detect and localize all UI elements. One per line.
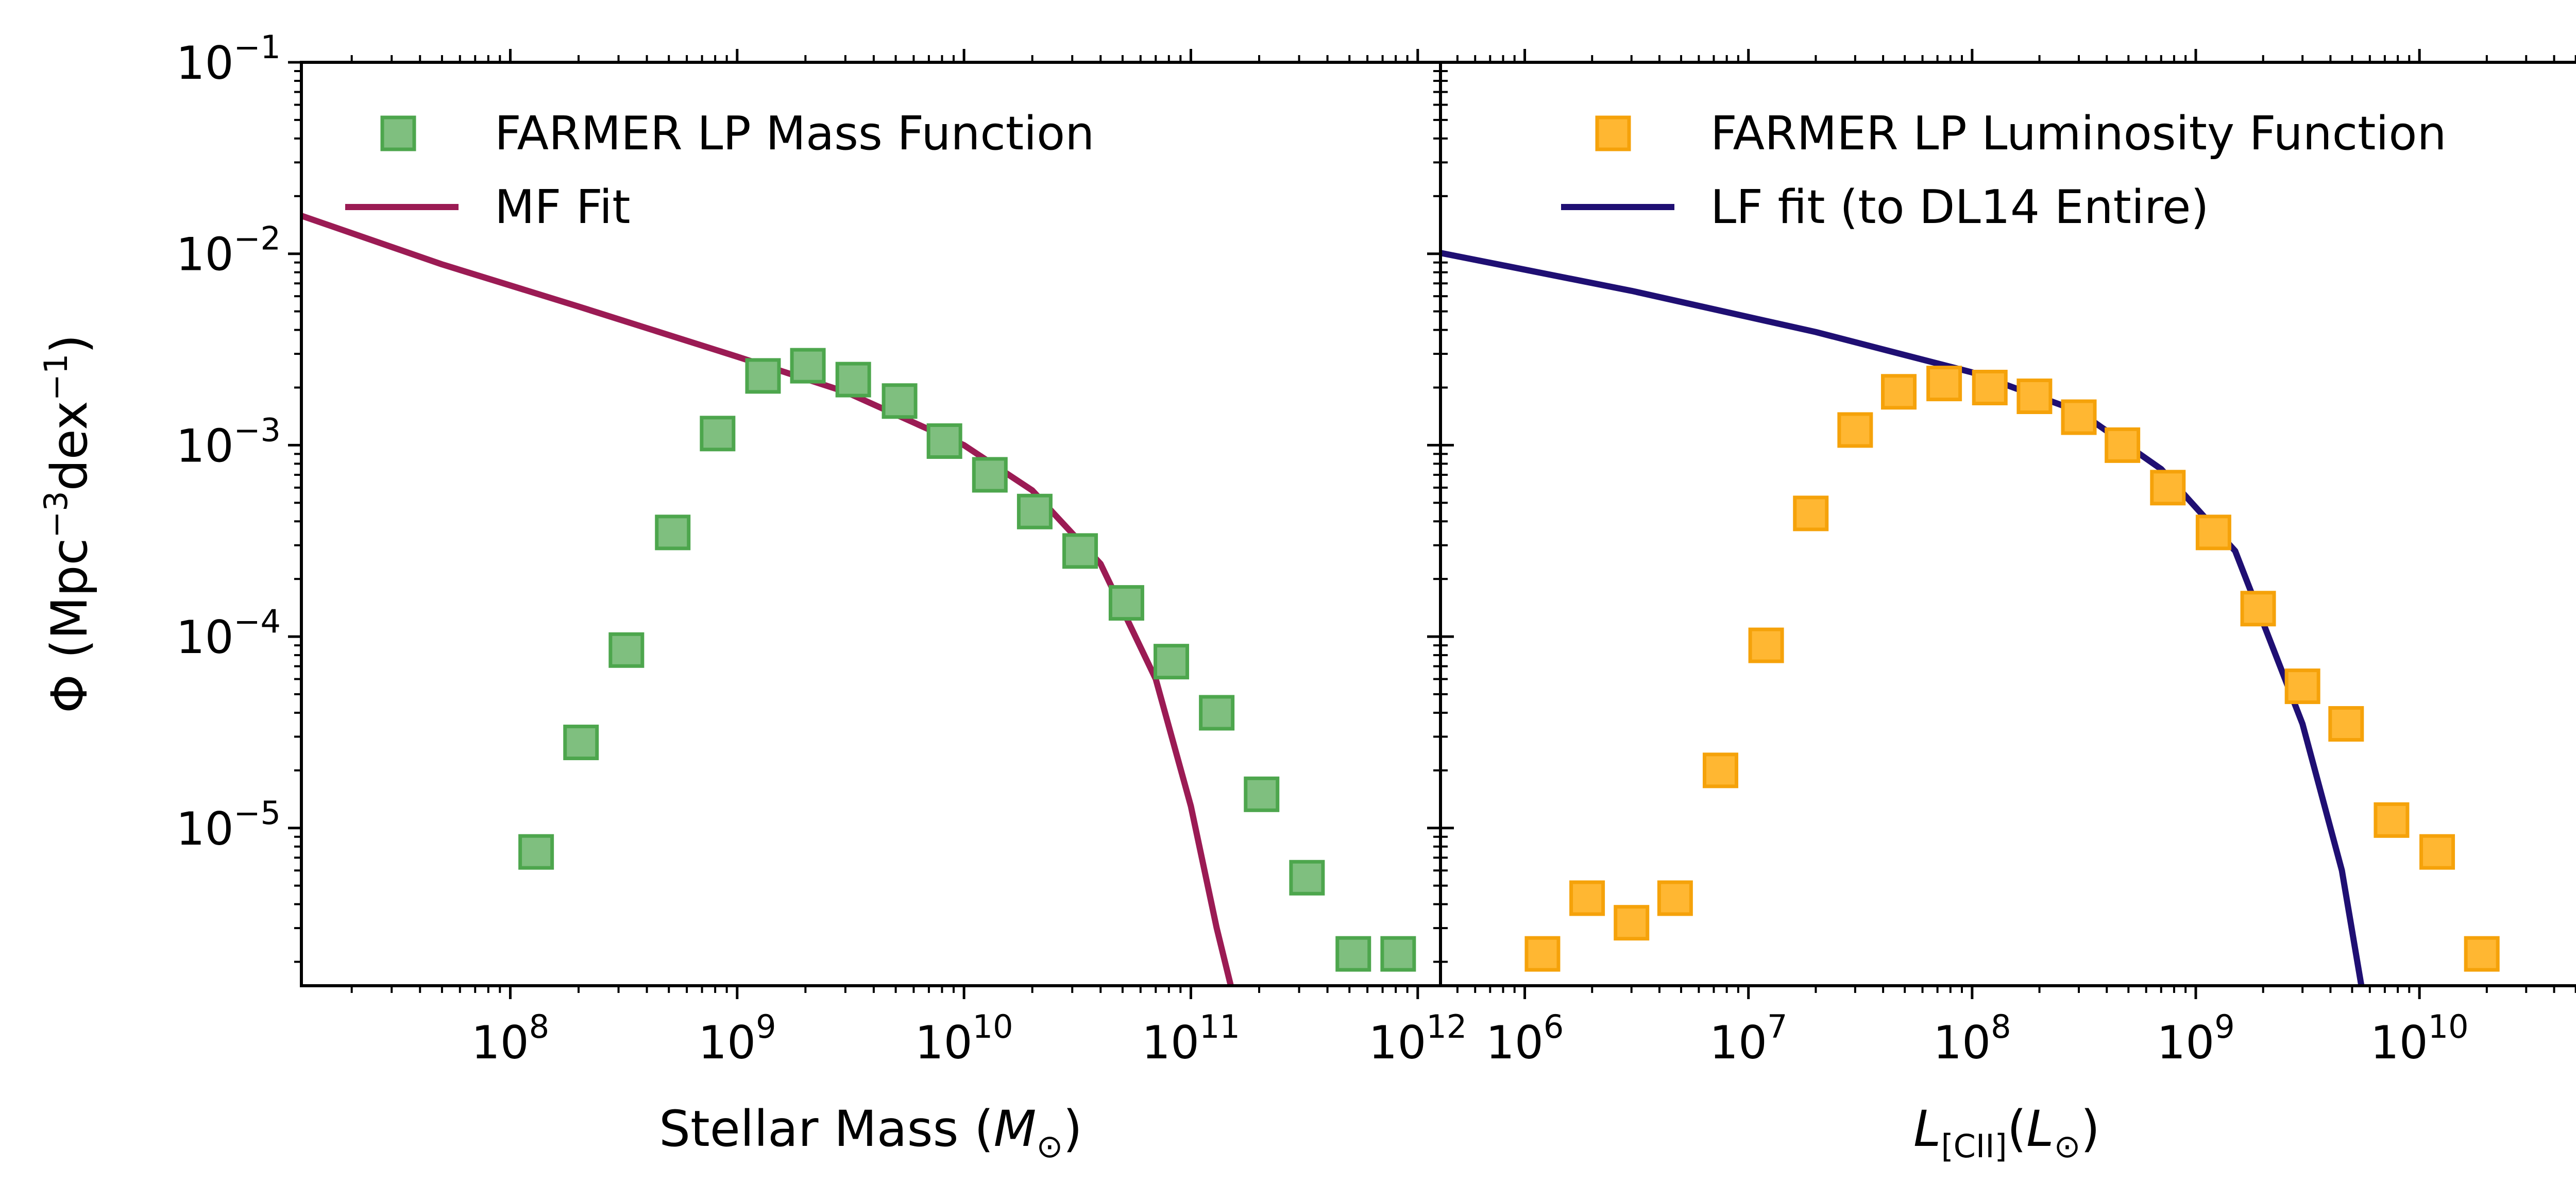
y-tick-label: 10−1 [176, 28, 281, 90]
left-axes-frame [300, 61, 1442, 987]
x-tick-label: 1012 [1368, 1008, 1467, 1069]
data-point [2328, 706, 2364, 742]
right-axes-frame [1439, 61, 2576, 987]
data-point [655, 514, 691, 551]
left-x-axis-label: Stellar Mass (M⊙) [659, 1100, 1082, 1165]
fit-line-1 [1440, 250, 2365, 986]
fit-line-0 [301, 213, 1234, 986]
data-point [1837, 412, 1873, 448]
data-point [1926, 366, 1962, 402]
data-point [2150, 470, 2186, 506]
data-point [1748, 627, 1784, 663]
right-plot-area [1440, 250, 2500, 986]
data-point [1289, 860, 1325, 896]
data-point [1244, 776, 1280, 812]
legend-label-luminosity-function: FARMER LP Luminosity Function [1710, 107, 2447, 161]
left-legend: FARMER LP Mass Function MF Fit [345, 107, 1094, 234]
data-point [1614, 905, 1650, 941]
data-point [1062, 533, 1098, 569]
data-point [2374, 802, 2410, 838]
data-point [1881, 374, 1917, 410]
data-point [563, 725, 599, 761]
data-point [835, 362, 871, 398]
left-plot-area [301, 213, 1416, 986]
legend-marker-mass-function [380, 115, 416, 151]
data-point [972, 457, 1008, 493]
data-point [700, 416, 736, 452]
data-point [2284, 668, 2320, 705]
y-axis-label: Φ (Mpc−3dex−1) [37, 334, 98, 713]
data-point [1016, 493, 1053, 529]
x-tick-label: 109 [2157, 1008, 2234, 1069]
x-tick-label: 108 [1933, 1008, 2011, 1069]
data-point [2105, 427, 2141, 463]
y-tick-label: 10−5 [176, 794, 281, 855]
legend-label-lf-fit: LF fit (to DL14 Entire) [1710, 180, 2209, 234]
data-point [608, 632, 645, 668]
data-point [518, 834, 554, 870]
data-point [1524, 936, 1561, 972]
right-x-tick-labels: 106 107 108 109 1010 [1486, 1008, 2469, 1069]
data-point [2464, 936, 2500, 972]
legend-marker-luminosity-function [1595, 115, 1631, 151]
data-point [2240, 591, 2276, 627]
data-point [2419, 834, 2455, 870]
x-tick-label: 109 [698, 1008, 776, 1069]
left-panel-ticks [288, 49, 1454, 999]
data-point [1199, 695, 1235, 731]
data-point [1569, 880, 1605, 916]
data-point [2016, 378, 2053, 414]
right-legend: FARMER LP Luminosity Function LF fit (to… [1561, 107, 2447, 234]
x-tick-label: 1011 [1142, 1008, 1240, 1069]
data-point [1657, 880, 1693, 916]
data-point [1154, 644, 1190, 680]
x-tick-label: 106 [1486, 1008, 1564, 1069]
legend-label-mass-function: FARMER LP Mass Function [495, 107, 1094, 161]
data-point [882, 383, 918, 419]
y-tick-label: 10−3 [176, 411, 281, 472]
legend-label-mf-fit: MF Fit [495, 180, 631, 234]
data-point [1793, 495, 1829, 531]
data-point [790, 348, 826, 384]
x-tick-label: 107 [1709, 1008, 1787, 1069]
data-point [926, 423, 962, 459]
x-tick-label: 108 [471, 1008, 549, 1069]
panel-stellar-mass: 10−110−210−310−410−5 108 109 1010 1011 1012 … [176, 28, 1467, 1165]
right-x-axis-label: L[CII](L⊙) [1913, 1100, 2100, 1165]
data-point [1972, 369, 2008, 405]
data-point [1380, 936, 1416, 972]
data-point [745, 358, 781, 394]
data-point [2061, 399, 2097, 435]
y-tick-labels: 10−1 10−2 10−3 10−4 10−5 [176, 28, 281, 855]
x-tick-label: 1010 [915, 1008, 1013, 1069]
x-tick-label: 1010 [2370, 1008, 2469, 1069]
data-point [1335, 936, 1371, 972]
y-tick-label: 10−4 [176, 603, 281, 664]
y-tick-label: 10−2 [176, 220, 281, 281]
data-point [1702, 752, 1738, 788]
panel-cii-luminosity: 106 107 108 109 1010 L[CII](L⊙) FARMER LP Lu… [1427, 49, 2576, 1165]
data-point [2195, 514, 2231, 551]
data-point [1108, 585, 1144, 621]
left-x-tick-labels: 108 109 1010 1011 1012 [471, 1008, 1467, 1069]
